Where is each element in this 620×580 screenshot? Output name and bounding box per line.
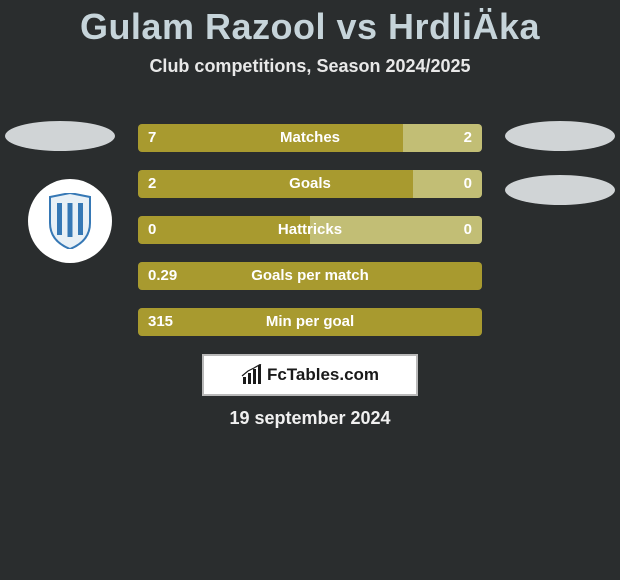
bar-hattricks: 0 Hattricks 0 (138, 216, 482, 244)
bar-label: Hattricks (138, 216, 482, 244)
date-text: 19 september 2024 (0, 408, 620, 429)
bar-chart-icon (241, 364, 263, 386)
bar-goals-per-match: 0.29 Goals per match (138, 262, 482, 290)
bar-right-value: 0 (454, 216, 482, 244)
bar-left-value: 7 (138, 124, 166, 152)
bar-label: Matches (138, 124, 482, 152)
shield-icon (48, 193, 92, 249)
bar-left-value: 315 (138, 308, 183, 336)
bar-goals: 2 Goals 0 (138, 170, 482, 198)
brand-text: FcTables.com (267, 365, 379, 385)
bar-right-value: 0 (454, 170, 482, 198)
bar-right-value: 2 (454, 124, 482, 152)
page-title: Gulam Razool vs HrdliÄka (0, 0, 620, 48)
club-right-placeholder (505, 175, 615, 205)
bar-right-value (462, 308, 482, 336)
bar-left-value: 0 (138, 216, 166, 244)
subtitle: Club competitions, Season 2024/2025 (0, 56, 620, 77)
bar-min-per-goal: 315 Min per goal (138, 308, 482, 336)
bar-label: Min per goal (138, 308, 482, 336)
bar-left-value: 2 (138, 170, 166, 198)
brand-box: FcTables.com (202, 354, 418, 396)
bar-label: Goals per match (138, 262, 482, 290)
stat-bars: 7 Matches 2 2 Goals 0 0 Hattricks 0 0.29… (138, 124, 482, 354)
player-right-placeholder (505, 121, 615, 151)
bar-label: Goals (138, 170, 482, 198)
bar-left-value: 0.29 (138, 262, 187, 290)
bar-right-value (462, 262, 482, 290)
player-left-placeholder (5, 121, 115, 151)
bar-matches: 7 Matches 2 (138, 124, 482, 152)
club-left-logo (28, 179, 112, 263)
